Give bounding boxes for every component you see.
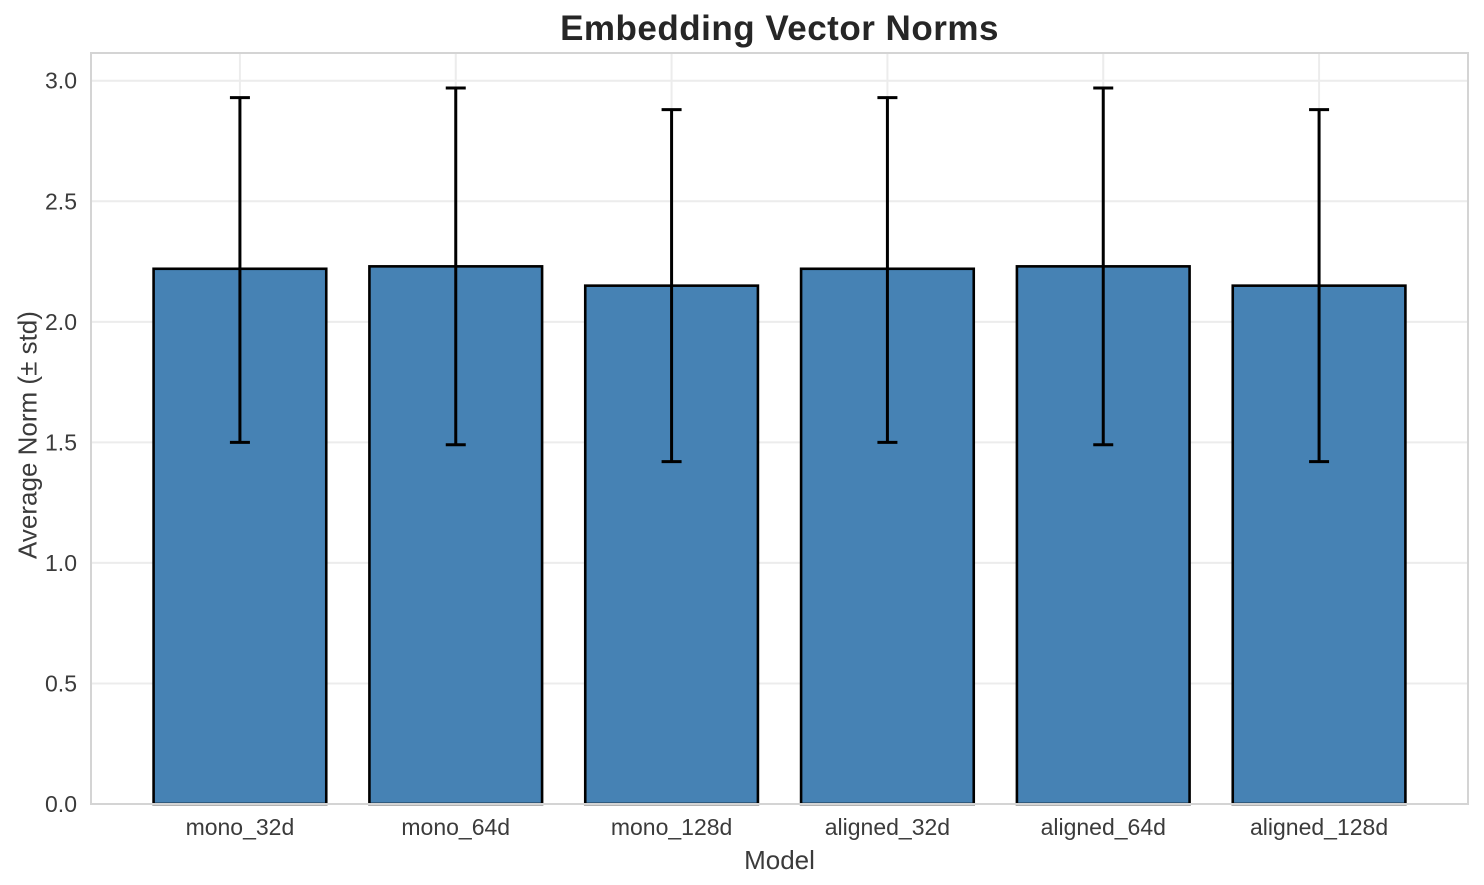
y-tick-label-0.0: 0.0 xyxy=(45,791,77,817)
x-tick-label-aligned_128d: aligned_128d xyxy=(1250,814,1388,840)
y-tick-label-0.5: 0.5 xyxy=(45,670,77,696)
x-axis-label: Model xyxy=(744,845,815,875)
plot-border xyxy=(90,52,1469,805)
x-tick-label-aligned_64d: aligned_64d xyxy=(1041,814,1166,840)
y-tick-label-2.0: 2.0 xyxy=(45,309,77,335)
x-tick-label-mono_128d: mono_128d xyxy=(611,814,733,840)
chart-title: Embedding Vector Norms xyxy=(560,9,999,48)
y-tick-label-3.0: 3.0 xyxy=(45,68,77,94)
y-tick-label-2.5: 2.5 xyxy=(45,188,77,214)
y-axis-label: Average Norm (± std) xyxy=(12,311,43,559)
x-tick-label-mono_64d: mono_64d xyxy=(401,814,510,840)
y-tick-label-1.0: 1.0 xyxy=(45,550,77,576)
x-tick-label-aligned_32d: aligned_32d xyxy=(825,814,950,840)
x-tick-label-mono_32d: mono_32d xyxy=(186,814,295,840)
y-tick-label-1.5: 1.5 xyxy=(45,429,77,455)
